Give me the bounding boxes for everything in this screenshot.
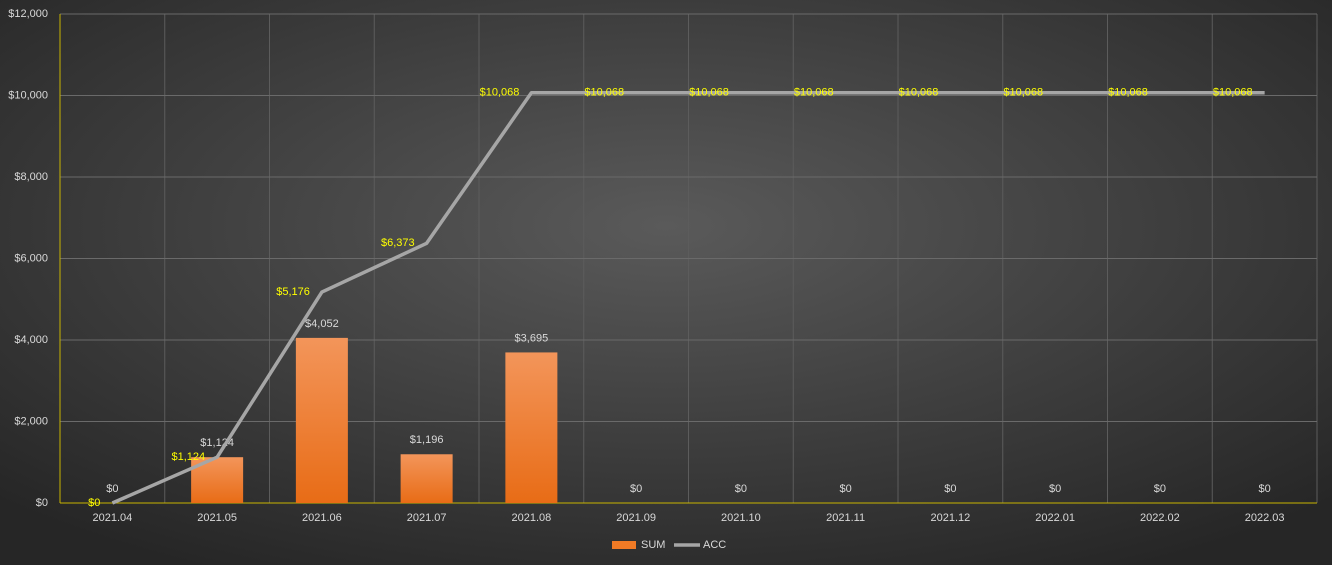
y-tick-label: $6,000 [14, 252, 48, 264]
y-tick-label: $10,000 [8, 89, 48, 101]
bar-label: $0 [735, 483, 747, 495]
bar-label: $0 [840, 483, 852, 495]
x-tick-label: 2021.04 [92, 512, 132, 524]
line-label: $10,068 [689, 87, 729, 99]
x-tick-label: 2021.06 [302, 512, 342, 524]
y-tick-label: $4,000 [14, 334, 48, 346]
legend-label: ACC [703, 539, 726, 551]
bar-label: $0 [944, 483, 956, 495]
x-tick-label: 2021.07 [407, 512, 447, 524]
legend-swatch [612, 541, 636, 549]
x-tick-label: 2021.10 [721, 512, 761, 524]
line-label: $10,068 [794, 87, 834, 99]
line-label: $5,176 [276, 286, 310, 298]
bar-label: $4,052 [305, 318, 339, 330]
x-tick-label: 2022.03 [1245, 512, 1285, 524]
line [111, 90, 1265, 505]
bar-label: $0 [1049, 483, 1061, 495]
line-label: $10,068 [899, 87, 939, 99]
x-tick-label: 2022.01 [1035, 512, 1075, 524]
line-label: $0 [88, 497, 100, 509]
x-tick-label: 2021.12 [930, 512, 970, 524]
line-label: $6,373 [381, 237, 415, 249]
line-label: $1,124 [171, 451, 205, 463]
y-tick-label: $8,000 [14, 171, 48, 183]
bar-label: $0 [106, 483, 118, 495]
legend-label: SUM [641, 539, 665, 551]
line-label: $10,068 [480, 87, 520, 99]
x-tick-label: 2021.08 [511, 512, 551, 524]
y-tick-label: $2,000 [14, 415, 48, 427]
line-label: $10,068 [1108, 87, 1148, 99]
plot: $0 $2,000 $4,000 $6,000 $8,000 $10,000 $12,000… [8, 8, 1318, 551]
bar [400, 454, 453, 503]
bar-label: $0 [630, 483, 642, 495]
x-tick-label: 2021.11 [826, 512, 865, 524]
bar-label: $1,196 [410, 434, 444, 446]
y-tick-label: $12,000 [8, 8, 48, 20]
bar [505, 352, 558, 503]
line-label: $10,068 [584, 87, 624, 99]
x-tick-label: 2021.05 [197, 512, 237, 524]
bar-label: $0 [1154, 483, 1166, 495]
line-label: $10,068 [1213, 87, 1253, 99]
bar-label: $3,695 [515, 332, 549, 344]
bar-label: $0 [1259, 483, 1271, 495]
x-tick-label: 2022.02 [1140, 512, 1180, 524]
x-tick-label: 2021.09 [616, 512, 656, 524]
bar [295, 337, 348, 503]
line-label: $10,068 [1003, 87, 1043, 99]
y-tick-label: $0 [36, 497, 48, 509]
